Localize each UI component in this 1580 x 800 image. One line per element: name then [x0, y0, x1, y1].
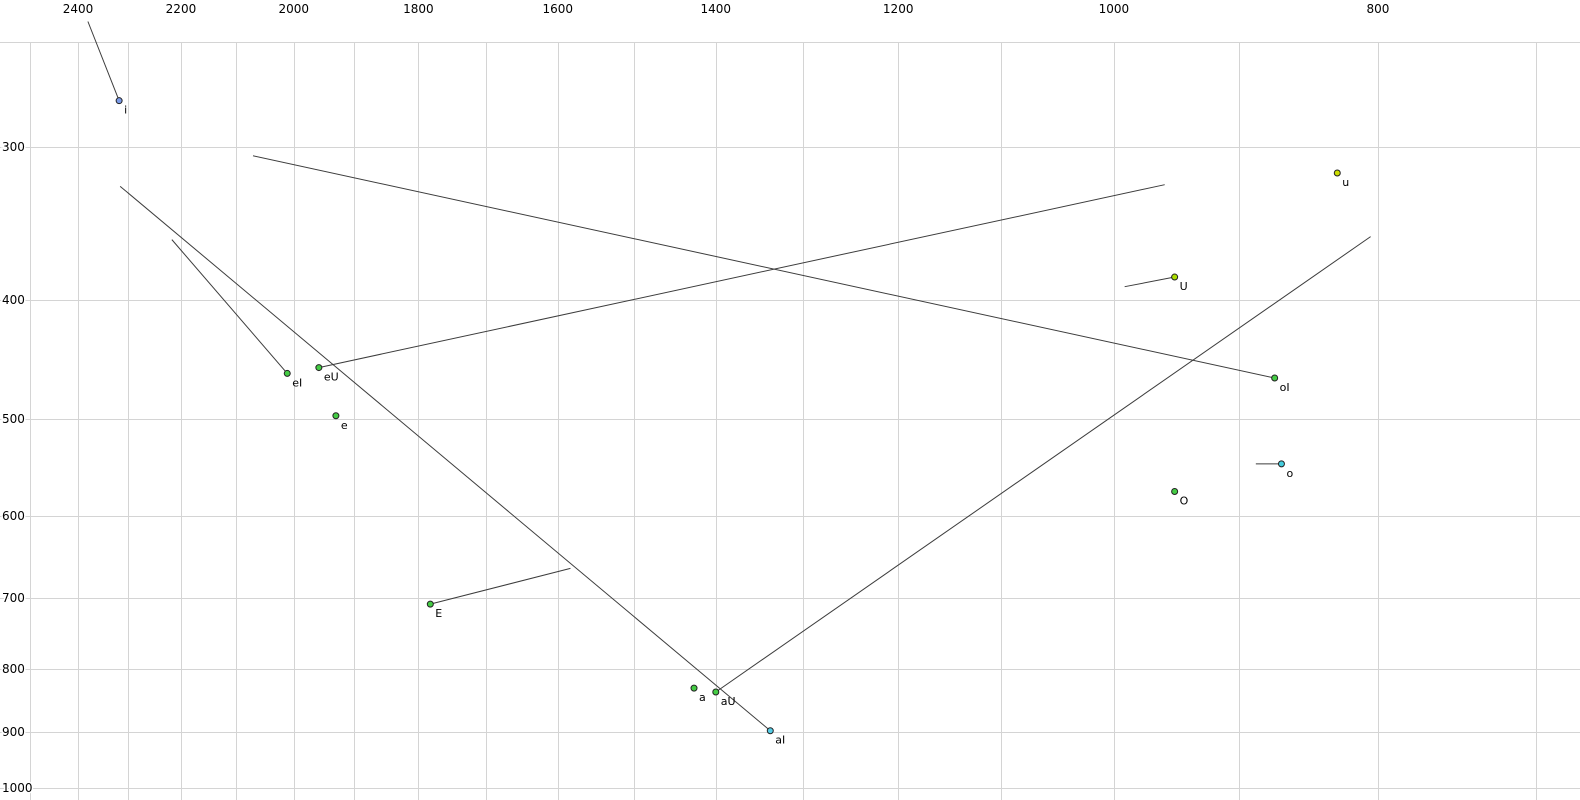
- x-tick-label-1000: 1000: [1099, 2, 1130, 16]
- trajectory-E: [430, 567, 571, 605]
- y-tick-label-300: 300: [2, 140, 25, 154]
- y-tick-label-800: 800: [2, 662, 25, 676]
- trajectory-eI: [171, 239, 288, 374]
- vowel-point-o: [1277, 460, 1285, 468]
- vowel-point-U: [1171, 273, 1179, 281]
- y-tick-label-600: 600: [2, 509, 25, 523]
- vowel-label-oI: oI: [1280, 381, 1290, 394]
- vowel-label-aI: aI: [775, 734, 785, 747]
- vowel-label-O: O: [1180, 495, 1189, 508]
- vowel-label-eU: eU: [324, 371, 339, 384]
- trajectory-aI: [119, 185, 771, 732]
- trajectory-eU: [318, 184, 1165, 369]
- vowel-point-oI: [1271, 374, 1279, 382]
- vowel-label-u: u: [1342, 176, 1349, 189]
- vowel-point-e: [332, 412, 340, 420]
- vowel-point-eU: [315, 364, 323, 372]
- y-tick-label-400: 400: [2, 293, 25, 307]
- y-tick-label-1000: 1000: [2, 781, 33, 795]
- vowel-point-O: [1171, 488, 1179, 496]
- vowel-point-eI: [283, 369, 291, 377]
- x-tick-label-800: 800: [1367, 2, 1390, 16]
- vowel-label-a: a: [699, 691, 706, 704]
- y-tick-label-700: 700: [2, 591, 25, 605]
- x-tick-label-2400: 2400: [63, 2, 94, 16]
- vowel-point-a: [690, 684, 698, 692]
- vowel-point-E: [426, 600, 434, 608]
- vowel-label-E: E: [435, 607, 442, 620]
- x-tick-label-1200: 1200: [883, 2, 914, 16]
- vowel-label-o: o: [1286, 467, 1293, 480]
- vowel-point-aI: [766, 727, 774, 735]
- trajectory-i: [87, 21, 120, 101]
- trajectory-aU: [715, 236, 1371, 693]
- trajectory-oI: [252, 155, 1275, 379]
- vowel-point-i: [115, 97, 123, 105]
- x-tick-label-1600: 1600: [543, 2, 574, 16]
- vowel-point-u: [1333, 169, 1341, 177]
- vowel-label-i: i: [124, 104, 127, 117]
- y-tick-label-500: 500: [2, 412, 25, 426]
- vowel-label-eI: eI: [292, 376, 302, 389]
- vowel-label-e: e: [341, 419, 348, 432]
- vowel-label-U: U: [1180, 280, 1188, 293]
- x-tick-label-1400: 1400: [701, 2, 732, 16]
- trajectory-U: [1124, 276, 1175, 288]
- x-tick-label-2200: 2200: [166, 2, 197, 16]
- vowel-point-aU: [712, 688, 720, 696]
- y-tick-label-900: 900: [2, 725, 25, 739]
- vowel-label-aU: aU: [721, 695, 736, 708]
- x-tick-label-2000: 2000: [278, 2, 309, 16]
- x-tick-label-1800: 1800: [403, 2, 434, 16]
